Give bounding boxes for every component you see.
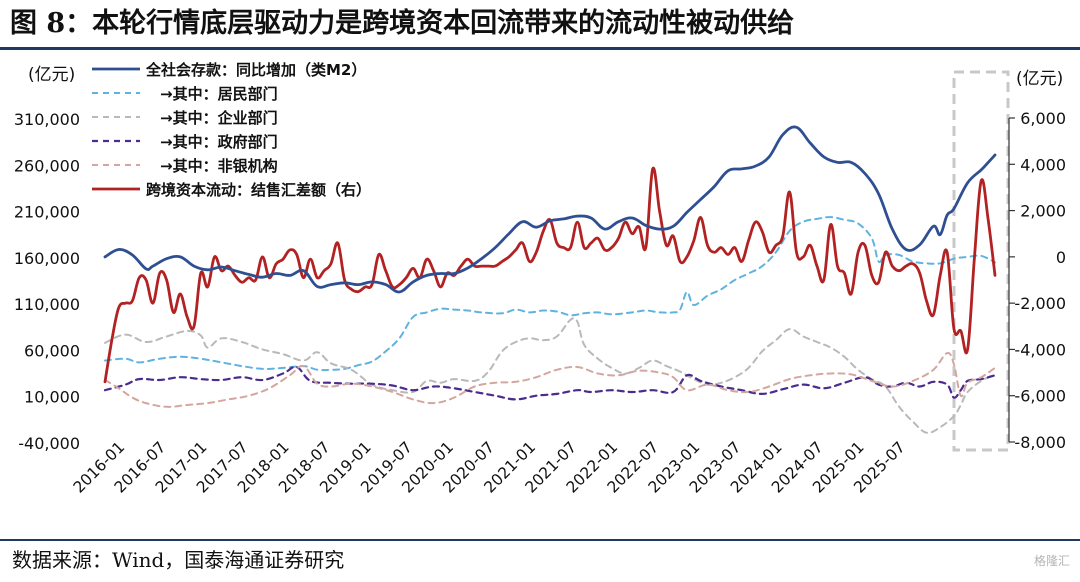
legend-label-5: 跨境资本流动：结售汇差额（右） <box>146 181 371 199</box>
legend-label-1: →其中：居民部门 <box>160 85 278 103</box>
legend-label-2: →其中：企业部门 <box>160 109 278 127</box>
series-line-2 <box>104 317 996 434</box>
highlight-box <box>952 70 1010 452</box>
watermark-logo: 格隆汇 <box>1033 554 1070 568</box>
chart-area: 310,000 260,000 210,000 160,000 110,000 60,00… <box>14 61 1066 497</box>
right-tick-label: -4,000 <box>1014 340 1066 359</box>
left-tick-label: 110,000 <box>14 295 80 314</box>
series-line-4 <box>104 351 996 408</box>
right-tick-label: 6,000 <box>1020 109 1066 128</box>
legend-label-3: →其中：政府部门 <box>160 133 278 151</box>
left-tick-label: 260,000 <box>14 156 80 175</box>
right-axis-unit: (亿元) <box>1016 69 1063 89</box>
right-tick-label: 0 <box>1056 248 1066 267</box>
left-axis-unit: (亿元) <box>28 65 75 85</box>
left-tick-label: 210,000 <box>14 203 80 222</box>
chart-title: 图 8：本轮行情底层驱动力是跨境资本回流带来的流动性被动供给 <box>10 8 795 39</box>
legend-label-4: →其中：非银机构 <box>160 157 278 175</box>
right-tick-label: 4,000 <box>1020 155 1066 174</box>
left-tick-label: -40,000 <box>18 434 80 453</box>
right-tick-label: -8,000 <box>1014 433 1066 452</box>
series-line-1 <box>104 216 996 372</box>
right-tick-label: -2,000 <box>1014 294 1066 313</box>
title-divider <box>0 47 1080 50</box>
right-tick-label: 2,000 <box>1020 202 1066 221</box>
source-divider <box>0 539 1080 541</box>
left-tick-label: 310,000 <box>14 110 80 129</box>
left-tick-label: 160,000 <box>14 249 80 268</box>
series-line-3 <box>103 365 997 401</box>
series-line-5 <box>103 166 997 384</box>
right-tick-label: -6,000 <box>1014 387 1066 406</box>
left-tick-label: 10,000 <box>24 388 80 407</box>
series-line-0 <box>103 125 997 294</box>
legend-label-0: 全社会存款：同比增加（类M2） <box>145 61 366 79</box>
left-tick-label: 60,000 <box>24 341 80 360</box>
source-note: 数据来源：Wind，国泰海通证券研究 <box>12 548 345 572</box>
